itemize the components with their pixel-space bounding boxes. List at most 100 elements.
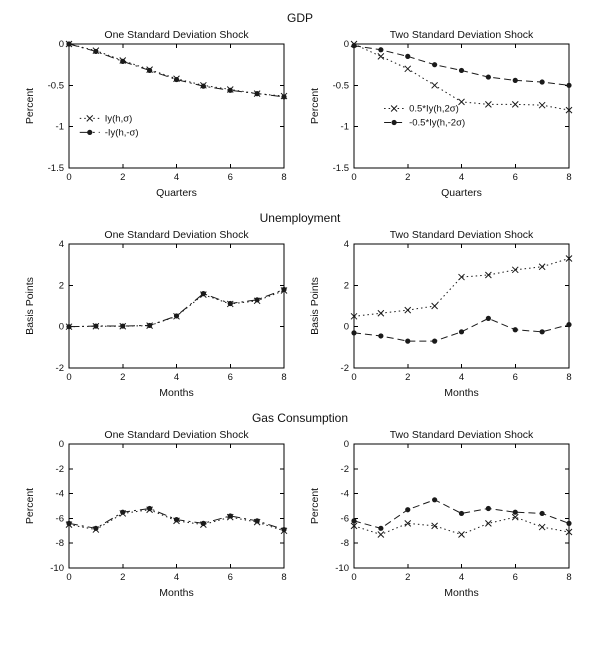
- legend-label: -Iy(h,-σ): [105, 127, 139, 138]
- y-tick-label: 2: [59, 280, 64, 291]
- x-tick-label: 2: [405, 572, 410, 583]
- series: [350, 40, 573, 114]
- x-tick-label: 0: [351, 172, 356, 183]
- y-tick-label: -10: [335, 563, 349, 574]
- y-tick-label: 0: [59, 439, 64, 450]
- x-tick-label: 8: [566, 172, 571, 183]
- legend: 0.5*Iy(h,2σ) -0.5*Iy(h,-2σ): [384, 103, 465, 128]
- plot-title: Two Standard Deviation Shock: [390, 229, 534, 241]
- plot-title: Two Standard Deviation Shock: [390, 429, 534, 441]
- x-tick-label: 8: [566, 372, 571, 383]
- y-tick-label: -4: [341, 489, 349, 500]
- legend-label: Iy(h,σ): [105, 113, 133, 124]
- x-tick-label: 0: [66, 572, 71, 583]
- plot-svg: One Standard Deviation Shock 0 2 4 6 8 0 -0.5 -1…: [24, 29, 288, 199]
- y-tick-label: -4: [56, 489, 64, 500]
- row-gas-consumption: Gas Consumption One Standard Deviation S…: [0, 404, 600, 604]
- x-tick-label: 6: [513, 372, 518, 383]
- x-tick-label: 8: [281, 172, 286, 183]
- series: [66, 41, 287, 100]
- series: [65, 40, 288, 100]
- series: [350, 255, 573, 320]
- plot-title: One Standard Deviation Shock: [104, 29, 249, 41]
- series: [65, 287, 288, 331]
- y-tick-label: -8: [56, 538, 64, 549]
- y-tick-label: 2: [344, 280, 349, 291]
- plot-svg: Two Standard Deviation Shock 0 2 4 6 8 0 -2 -4 -6…: [309, 429, 573, 599]
- y-axis-label: Basis Points: [309, 277, 321, 335]
- x-tick-label: 6: [513, 172, 518, 183]
- y-tick-label: 0: [344, 39, 349, 50]
- series: [351, 497, 572, 531]
- chart-gdp-one-sd: One Standard Deviation Shock 0 2 4 6 8 0 -0.5 -1…: [21, 26, 294, 204]
- series: [351, 315, 572, 344]
- y-tick-label: -2: [56, 363, 64, 374]
- y-tick-label: 4: [59, 239, 64, 250]
- axes-box: [68, 243, 285, 369]
- axes-box: [68, 43, 285, 169]
- y-tick-label: -8: [341, 538, 349, 549]
- x-tick-label: 2: [120, 172, 125, 183]
- plot-title: One Standard Deviation Shock: [104, 429, 249, 441]
- x-tick-label: 2: [405, 172, 410, 183]
- x-tick-label: 8: [281, 372, 286, 383]
- legend-label: 0.5*Iy(h,2σ): [409, 103, 459, 114]
- x-tick-label: 6: [513, 572, 518, 583]
- x-axis-label: Months: [159, 387, 193, 399]
- x-tick-label: 8: [281, 572, 286, 583]
- row-unemployment: Unemployment One Standard Deviation Shoc…: [0, 204, 600, 404]
- y-tick-label: -0.5: [333, 80, 349, 91]
- row-gas-consumption-charts: One Standard Deviation Shock 0 2 4 6 8 0 -2 -4 -6…: [0, 426, 600, 604]
- y-tick-label: -10: [50, 563, 64, 574]
- axes-box: [353, 243, 570, 369]
- y-tick-label: -0.5: [48, 80, 64, 91]
- y-tick-label: -1.5: [48, 163, 64, 174]
- series: [351, 43, 572, 88]
- axes-box: [353, 443, 570, 569]
- axes-box: [68, 443, 285, 569]
- x-axis-label: Quarters: [156, 187, 197, 199]
- x-tick-label: 6: [228, 372, 233, 383]
- x-tick-label: 6: [228, 172, 233, 183]
- y-tick-label: -2: [341, 363, 349, 374]
- series: [350, 513, 573, 538]
- y-axis-label: Percent: [309, 488, 321, 524]
- x-tick-label: 6: [228, 572, 233, 583]
- y-tick-label: -2: [56, 464, 64, 475]
- row-title-gdp: GDP: [286, 11, 313, 25]
- plot-svg: One Standard Deviation Shock 0 2 4 6 8 0 -2 -4 -6…: [24, 429, 288, 599]
- y-tick-label: 0: [344, 322, 349, 333]
- y-axis-label: Percent: [24, 88, 36, 124]
- x-tick-label: 4: [459, 172, 464, 183]
- x-tick-label: 2: [120, 372, 125, 383]
- x-tick-label: 2: [405, 372, 410, 383]
- chart-gdp-two-sd: Two Standard Deviation Shock 0 2 4 6 8 0 -0.5 -1…: [306, 26, 579, 204]
- plot-title: One Standard Deviation Shock: [104, 229, 249, 241]
- chart-unemployment-one-sd: One Standard Deviation Shock 0 2 4 6 8 -2 0 2 4 Mo…: [21, 226, 294, 404]
- x-axis-label: Months: [444, 587, 478, 599]
- y-tick-label: 0: [59, 322, 64, 333]
- row-title-unemployment: Unemployment: [259, 211, 341, 225]
- axes-box: [353, 43, 570, 169]
- plot-svg: Two Standard Deviation Shock 0 2 4 6 8 0 -0.5 -1…: [309, 29, 573, 199]
- x-tick-label: 0: [66, 172, 71, 183]
- x-tick-label: 4: [174, 172, 179, 183]
- y-tick-label: 4: [344, 239, 349, 250]
- plot-title: Two Standard Deviation Shock: [390, 29, 534, 41]
- x-tick-label: 0: [351, 572, 356, 583]
- x-axis-label: Months: [159, 587, 193, 599]
- x-tick-label: 4: [174, 572, 179, 583]
- x-tick-label: 4: [459, 572, 464, 583]
- row-gdp: GDP One Standard Deviation Shock 0 2 4 6 8 0 -0…: [0, 4, 600, 204]
- chart-gas-one-sd: One Standard Deviation Shock 0 2 4 6 8 0 -2 -4 -6…: [21, 426, 294, 604]
- y-axis-label: Percent: [24, 488, 36, 524]
- y-axis-label: Basis Points: [24, 277, 36, 335]
- legend: Iy(h,σ) -Iy(h,-σ): [79, 113, 139, 138]
- y-tick-label: -6: [341, 513, 349, 524]
- chart-gas-two-sd: Two Standard Deviation Shock 0 2 4 6 8 0 -2 -4 -6…: [306, 426, 579, 604]
- x-tick-label: 0: [351, 372, 356, 383]
- x-tick-label: 4: [174, 372, 179, 383]
